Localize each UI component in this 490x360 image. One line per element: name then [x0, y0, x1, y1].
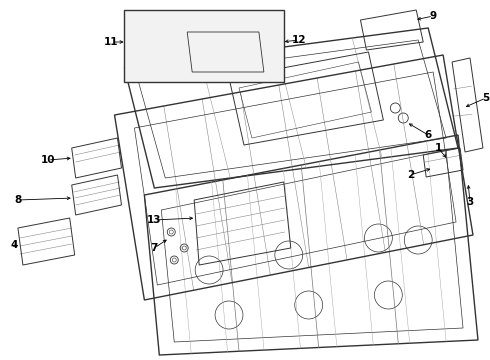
Text: 7: 7	[150, 243, 158, 253]
Text: 10: 10	[41, 155, 55, 165]
Circle shape	[150, 31, 172, 53]
Text: 2: 2	[407, 170, 414, 180]
Text: 1: 1	[435, 143, 442, 153]
Text: 4: 4	[10, 240, 18, 250]
Text: 12: 12	[292, 35, 306, 45]
Text: 5: 5	[482, 93, 490, 103]
Text: 3: 3	[466, 197, 474, 207]
Text: 8: 8	[14, 195, 22, 205]
Text: 11: 11	[104, 37, 119, 47]
Polygon shape	[187, 32, 264, 72]
Polygon shape	[124, 10, 284, 82]
Text: 13: 13	[147, 215, 162, 225]
Text: 9: 9	[430, 11, 437, 21]
Text: 6: 6	[424, 130, 432, 140]
